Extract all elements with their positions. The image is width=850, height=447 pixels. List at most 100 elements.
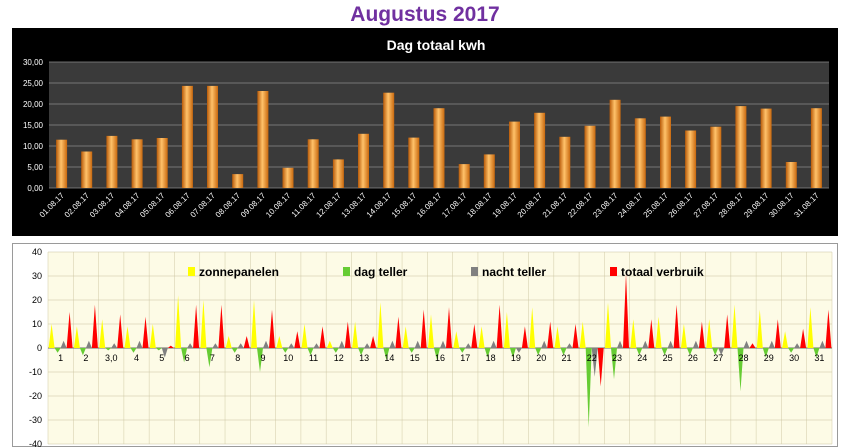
legend-label-zonnepanelen: zonnepanelen (199, 265, 279, 279)
spike-zonnepanelen-22 (579, 321, 586, 348)
spike-totaal-verbruik-16 (446, 307, 452, 348)
spike-dag-teller-28 (737, 348, 744, 392)
bar-28.08.17 (735, 106, 747, 188)
spike-dag-teller-30 (788, 348, 795, 353)
spike-totaal-verbruik-8 (243, 336, 250, 348)
spike-dag-teller-22 (585, 348, 592, 428)
chart2-x-tick-label: 9 (260, 353, 265, 363)
chart2-x-tick-label: 23 (612, 353, 622, 363)
spike-nacht-teller-30 (794, 343, 801, 348)
bar-08.08.17 (232, 174, 244, 188)
spike-dag-teller-8 (231, 348, 238, 353)
bar-30.08.17 (785, 162, 797, 188)
daily-total-bar-chart: Dag totaal kwh 0,00 5,00 10,00 15,00 20,00 25… (12, 28, 838, 236)
spike-nacht-teller-1 (60, 340, 67, 348)
spike-zonnepanelen-24 (630, 319, 637, 348)
bar-06.08.17 (181, 85, 193, 188)
spike-zonnepanelen-25 (655, 316, 662, 348)
chart2-y-tick-label: -30 (29, 415, 42, 425)
chart2-x-tick-label: 31 (814, 353, 824, 363)
spike-nacht-teller-6 (187, 343, 194, 348)
spike-nacht-teller-15 (414, 340, 421, 348)
spike-zonnepanelen-14 (377, 302, 384, 348)
spike-dag-teller-5 (155, 348, 162, 351)
spike-dag-teller-25 (661, 348, 668, 356)
spike-totaal-verbruik-6 (193, 304, 200, 348)
chart2-x-tick-label: 14 (384, 353, 394, 363)
spike-totaal-verbruik-5 (167, 345, 174, 348)
spike-zonnepanelen-8 (225, 336, 232, 348)
spike-dag-teller-31 (813, 348, 820, 358)
spike-zonnepanelen-6 (175, 295, 182, 348)
chart2-x-tick-label: 15 (410, 353, 420, 363)
spike-nacht-teller-25 (667, 340, 674, 348)
chart2-x-tick-label: 25 (663, 353, 673, 363)
spike-totaal-verbruik-12 (344, 321, 351, 348)
bar-03.08.17 (106, 135, 118, 188)
chart2-x-tick-label: 19 (511, 353, 521, 363)
spike-nacht-teller-2 (85, 340, 92, 348)
chart1-y-tick-label: 5,00 (27, 163, 43, 172)
bar-20.08.17 (534, 112, 546, 188)
chart1-y-tick-label: 10,00 (23, 142, 44, 151)
bar-17.08.17 (458, 164, 470, 188)
spike-zonnepanelen-2 (73, 326, 80, 348)
spike-totaal-verbruik-22 (597, 348, 604, 387)
chart2-x-tick-label: 20 (536, 353, 546, 363)
chart2-x-tick-label: 24 (637, 353, 647, 363)
spike-nacht-teller-10 (288, 343, 295, 348)
chart1-y-tick-label: 25,00 (23, 79, 44, 88)
spike-nacht-teller-11 (313, 343, 320, 348)
spike-totaal-verbruik-26 (698, 321, 705, 348)
spike-dag-teller-4 (130, 348, 137, 353)
spike-nacht-teller-29 (768, 340, 775, 348)
spike-nacht-teller-20 (541, 340, 548, 348)
bar-24.08.17 (634, 118, 646, 188)
spike-totaal-verbruik-23 (623, 273, 629, 348)
chart2-x-tick-label: 26 (688, 353, 698, 363)
spike-totaal-verbruik-30 (800, 328, 807, 348)
spike-nacht-teller-27 (718, 348, 725, 356)
bar-31.08.17 (810, 108, 822, 188)
spike-dag-teller-29 (762, 348, 769, 358)
bar-29.08.17 (760, 108, 772, 188)
spike-nacht-teller-7 (212, 343, 219, 348)
bar-10.08.17 (282, 167, 294, 188)
bar-04.08.17 (131, 139, 143, 188)
bar-01.08.17 (56, 139, 68, 188)
spike-dag-teller-13 (358, 348, 365, 356)
bar-07.08.17 (207, 85, 218, 188)
chart2-y-tick-label: 40 (32, 247, 42, 257)
spike-totaal-verbruik-25 (673, 304, 680, 348)
bar-22.08.17 (584, 125, 596, 188)
spike-dag-teller-23 (611, 348, 617, 380)
spike-zonnepanelen-12 (326, 340, 333, 348)
spike-zonnepanelen-30 (782, 331, 789, 348)
spike-dag-teller-6 (181, 348, 188, 363)
spike-dag-teller-12 (332, 348, 339, 353)
bar-15.08.17 (408, 137, 420, 188)
chart2-x-tick-label: 27 (713, 353, 723, 363)
spike-dag-teller-20 (535, 348, 542, 356)
spike-nacht-teller-9 (263, 340, 269, 348)
bar-27.08.17 (710, 126, 722, 188)
chart2-x-tick-label: 28 (738, 353, 748, 363)
spike-dag-teller-15 (408, 348, 415, 353)
spike-zonnepanelen-1 (48, 324, 55, 348)
bar-21.08.17 (559, 136, 571, 188)
spike-totaal-verbruik-17 (471, 324, 478, 348)
spike-nacht-teller-4 (136, 340, 143, 348)
bar-12.08.17 (332, 159, 344, 188)
spike-dag-teller-21 (560, 348, 567, 356)
chart2-y-tick-label: -20 (29, 391, 42, 401)
spike-nacht-teller-24 (642, 340, 649, 348)
spike-zonnepanelen-15 (402, 326, 409, 348)
legend-swatch-zonnepanelen (188, 267, 195, 276)
legend-label-dag-teller: dag teller (354, 265, 408, 279)
spike-totaal-verbruik-20 (547, 321, 554, 348)
spike-zonnepanelen-28 (731, 304, 738, 348)
bar-16.08.17 (433, 108, 445, 188)
spike-totaal-verbruik-11 (319, 326, 326, 348)
chart2-y-tick-label: -10 (29, 367, 42, 377)
spike-zonnepanelen-5 (149, 324, 156, 348)
